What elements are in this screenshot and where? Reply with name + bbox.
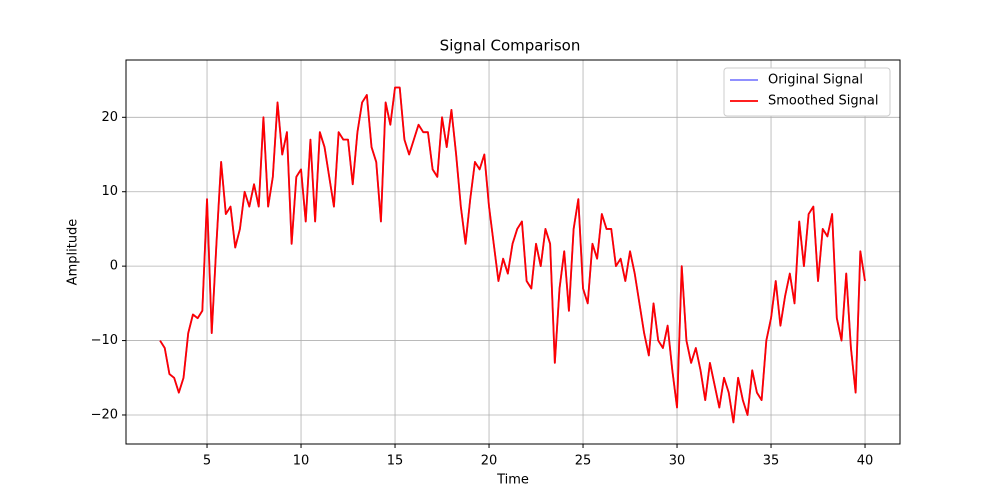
y-tick-label: −10 xyxy=(91,333,118,348)
x-tick-label: 20 xyxy=(481,454,498,469)
chart-title: Signal Comparison xyxy=(440,37,581,55)
legend-label: Original Signal xyxy=(768,73,863,88)
series-line xyxy=(159,86,866,424)
x-axis-label: Time xyxy=(496,473,529,488)
legend-label: Smoothed Signal xyxy=(768,94,878,109)
x-tick-label: 35 xyxy=(763,454,780,469)
x-tick-label: 40 xyxy=(857,454,874,469)
x-tick-label: 25 xyxy=(575,454,592,469)
y-tick-label: −20 xyxy=(91,407,118,422)
legend-box xyxy=(723,67,891,117)
x-tick-label: 10 xyxy=(293,454,310,469)
y-axis-label: Amplitude xyxy=(66,219,81,286)
x-tick-label: 15 xyxy=(387,454,404,469)
y-tick-label: 20 xyxy=(101,110,118,125)
x-tick-label: 5 xyxy=(203,454,211,469)
plot-frame xyxy=(125,59,901,445)
y-tick-label: 0 xyxy=(110,259,118,274)
y-tick-label: 10 xyxy=(101,184,118,199)
x-tick-label: 30 xyxy=(669,454,686,469)
